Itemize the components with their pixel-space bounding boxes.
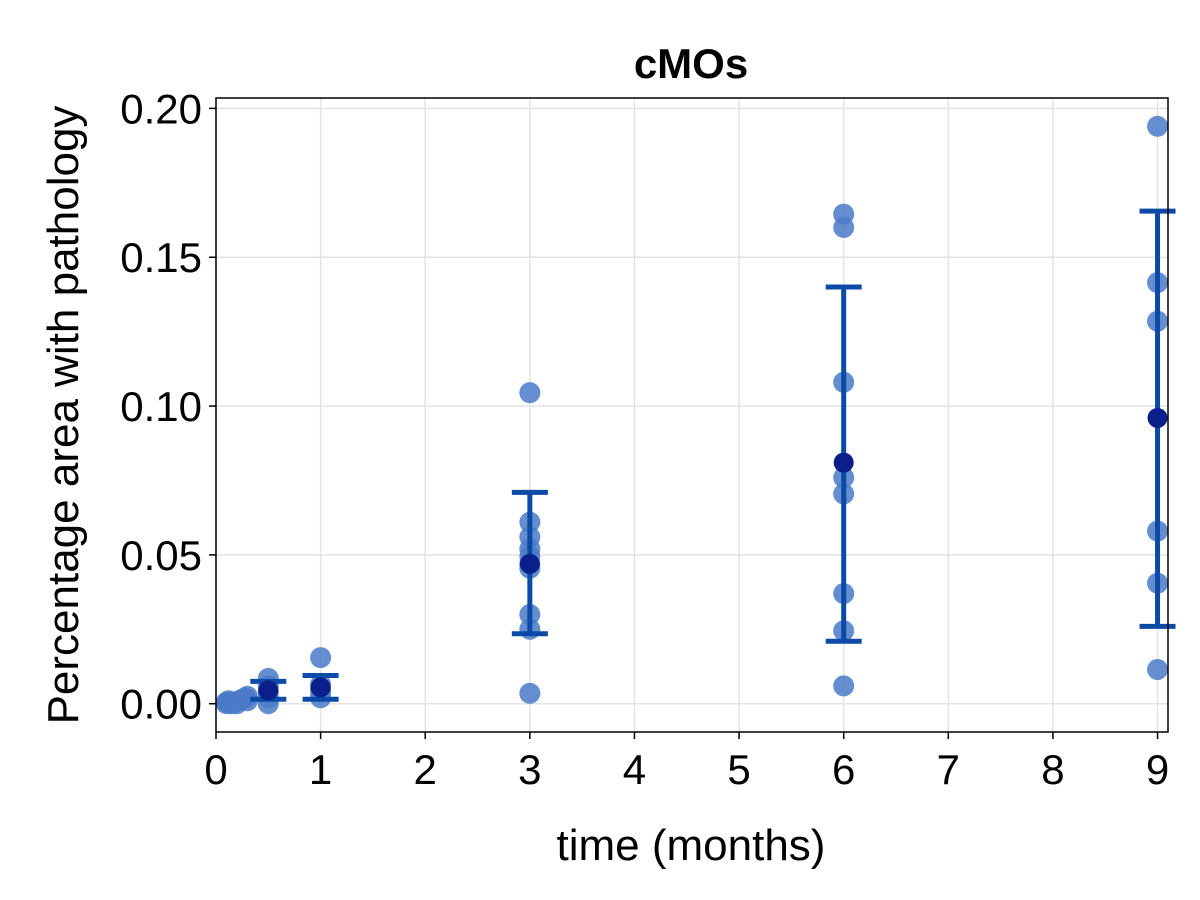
x-tick-label: 8 [1041,746,1064,793]
error-bar [1139,208,1176,629]
x-tick-label: 7 [937,746,960,793]
x-tick-label: 1 [309,746,332,793]
error-bar [250,678,287,702]
data-point [833,675,855,697]
x-tick-label: 0 [204,746,227,793]
mean-point [519,553,540,574]
data-point [1147,115,1169,137]
chart-title: cMOs [634,40,748,87]
x-tick-label: 4 [623,746,646,793]
y-tick-label: 0.05 [120,532,202,579]
y-tick-label: 0.15 [120,234,202,281]
x-tick-label: 2 [414,746,437,793]
data-point [1147,658,1169,680]
data-point [236,690,258,712]
grid-lines [215,98,1168,732]
mean-point [833,452,854,473]
x-tick-label: 5 [727,746,750,793]
axis-ticks: 0 1 2 3 4 5 6 7 8 9 0.00 0.05 0.10 0.15 0.20 [120,85,1169,793]
data-point [833,216,855,238]
x-axis-label: time (months) [557,821,826,870]
x-tick-label: 9 [1146,746,1169,793]
y-tick-label: 0.00 [120,681,202,728]
data-point [519,382,541,404]
mean-point [310,677,331,698]
plot-frame [215,97,1169,733]
mean-point [258,680,279,701]
x-tick-label: 6 [832,746,855,793]
data-point [519,682,541,704]
x-tick-label: 3 [518,746,541,793]
data-point [310,647,332,669]
mean-point [1147,407,1168,428]
data-layer [215,115,1176,715]
y-axis-label: Percentage area with pathology [39,106,88,725]
error-bar [511,489,548,637]
y-tick-label: 0.20 [120,85,202,132]
error-bar [302,672,339,702]
error-bar [825,284,862,644]
y-tick-label: 0.10 [120,383,202,430]
